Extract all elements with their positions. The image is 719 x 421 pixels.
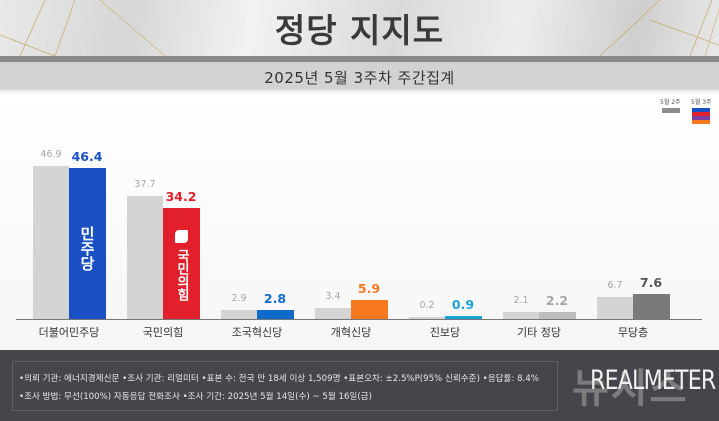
subtitle-band: 2025년 5월 3주차 주간집계 (0, 62, 719, 91)
bar-prev-week (221, 309, 257, 319)
value-label-prev: 37.7 (134, 179, 156, 191)
category-label: 국민의힘 (142, 326, 184, 339)
value-label-prev: 2.1 (513, 295, 529, 307)
realmeter-logo: REALMETER (590, 365, 716, 396)
bar-prev-week (33, 166, 69, 319)
bar-prev-week (315, 307, 351, 319)
value-label-cur: 2.8 (263, 290, 287, 306)
header-divider (0, 56, 719, 62)
legend-prev-label: 5월 2주 (660, 99, 681, 106)
page-title: 정당 지지도 (274, 11, 445, 50)
bar-prev-week (127, 196, 163, 319)
header-banner: 정당 지지도 (0, 0, 719, 56)
survey-info-line-2: •조사 방법: 무선(100%) 자동응답 전화조사 •조사 기간: 2025년… (19, 392, 372, 402)
decorative-gold-lines (0, 0, 719, 56)
party-logo-text: 민주당 (78, 226, 96, 271)
bar-cur-week (633, 294, 670, 319)
chart-legend: 5월 2주 5월 3주 (660, 97, 716, 129)
bar-cur-week (257, 309, 294, 319)
bar-cur-week (539, 311, 576, 319)
category-label: 개혁신당 (330, 326, 372, 339)
bar-cur-week: 국민의힘 (163, 207, 200, 319)
value-label-prev: 2.9 (231, 292, 247, 304)
value-label-prev: 0.2 (419, 300, 435, 311)
bar-prev-week (597, 297, 633, 319)
party-logo-text: 국민의힘 (174, 249, 189, 302)
category-label: 진보당 (429, 326, 461, 339)
x-axis-baseline (16, 319, 702, 320)
watermark: 뉴시스 (572, 366, 689, 412)
bar-prev-week (409, 317, 445, 319)
value-label-prev: 6.7 (607, 280, 623, 292)
legend-cur-swatch (692, 108, 710, 124)
value-label-prev: 3.4 (325, 290, 341, 302)
category-label: 기타 정당 (517, 326, 561, 339)
value-label-cur: 46.4 (71, 149, 103, 164)
survey-info-line-1: •의뢰 기관: 에너지경제신문 •조사 기관: 리얼미터 •표본 수: 전국 만… (19, 374, 539, 384)
bar-cur-week (445, 316, 482, 319)
party-logo: 국민의힘 (163, 228, 200, 304)
bar-cur-week: 민주당 (69, 168, 106, 319)
value-label-cur: 34.2 (165, 188, 197, 204)
chart-subtitle: 2025년 5월 3주차 주간집계 (264, 69, 455, 87)
bar-cur-week (351, 299, 388, 319)
value-label-cur: 0.9 (451, 297, 475, 312)
party-logo: 민주당 (69, 208, 106, 289)
value-label-prev: 46.9 (40, 149, 62, 161)
legend-cur-label: 5월 3주 (691, 99, 712, 106)
value-label-cur: 5.9 (357, 280, 381, 296)
survey-info-box: •의뢰 기관: 에너지경제신문 •조사 기관: 리얼미터 •표본 수: 전국 만… (12, 361, 558, 411)
footer-info: •의뢰 기관: 에너지경제신문 •조사 기관: 리얼미터 •표본 수: 전국 만… (0, 350, 719, 421)
category-label: 조국혁신당 (231, 326, 283, 339)
value-label-cur: 2.2 (545, 292, 569, 308)
category-label: 무당층 (617, 326, 649, 339)
legend-prev-swatch (662, 108, 680, 113)
party-symbol-icon (175, 230, 188, 244)
value-label-cur: 7.6 (639, 275, 663, 291)
category-label: 더불어민주당 (38, 326, 100, 339)
bar-prev-week (503, 312, 539, 319)
